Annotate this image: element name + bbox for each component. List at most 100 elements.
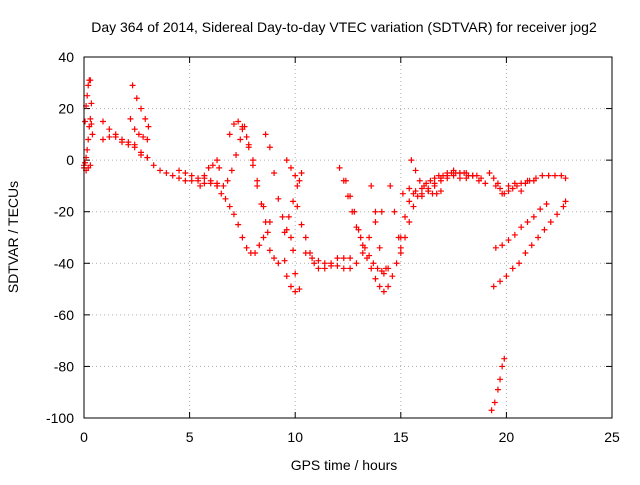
data-point (456, 175, 463, 182)
data-point (342, 177, 349, 184)
data-point (505, 237, 512, 244)
data-point (522, 249, 529, 256)
data-point (235, 118, 242, 125)
data-series-s2 (82, 77, 94, 125)
plot-frame (83, 56, 613, 419)
data-point (475, 177, 482, 184)
data-point (425, 185, 432, 192)
data-point (370, 260, 377, 267)
data-point (140, 133, 147, 140)
data-point (497, 185, 504, 192)
data-point (505, 182, 512, 189)
data-series-s10 (214, 182, 271, 256)
data-point (138, 149, 145, 156)
data-point (347, 265, 354, 272)
x-tick-label: 25 (604, 429, 620, 445)
data-point (252, 249, 259, 256)
data-point (142, 115, 149, 122)
data-point (205, 164, 212, 171)
data-point (444, 170, 451, 177)
data-point (271, 170, 278, 177)
data-point (311, 260, 318, 267)
data-point (406, 198, 413, 205)
data-point (499, 363, 506, 370)
data-point (509, 265, 516, 272)
data-point (84, 92, 91, 99)
x-tick-label: 15 (393, 429, 409, 445)
data-point (499, 190, 506, 197)
data-point (560, 203, 567, 210)
data-point (264, 229, 271, 236)
data-point (490, 175, 497, 182)
data-point (433, 190, 440, 197)
data-point (359, 249, 366, 256)
data-point (402, 234, 409, 241)
data-point (347, 255, 354, 262)
data-series-s32 (488, 355, 508, 414)
data-point (366, 234, 373, 241)
data-point (157, 167, 164, 174)
data-point (106, 133, 113, 140)
data-point (494, 386, 501, 393)
data-point (368, 182, 375, 189)
y-tick-label: -80 (54, 358, 74, 374)
data-point (82, 118, 89, 125)
data-point (503, 273, 510, 280)
data-series-s28 (499, 177, 537, 197)
data-point (138, 105, 145, 112)
data-point (266, 247, 273, 254)
data-point (88, 121, 95, 128)
data-point (271, 255, 278, 262)
data-series-s7 (127, 115, 151, 143)
data-point (188, 177, 195, 184)
data-point (539, 172, 546, 179)
data-point (347, 193, 354, 200)
data-point (490, 283, 497, 290)
data-point (530, 213, 537, 220)
x-tick-label: 10 (287, 429, 303, 445)
data-point (228, 167, 235, 174)
data-point (541, 226, 548, 233)
data-point (491, 399, 498, 406)
data-point (287, 234, 294, 241)
data-point (393, 260, 400, 267)
data-point (372, 208, 379, 215)
data-point (399, 190, 406, 197)
data-series-s13 (266, 247, 288, 267)
data-point (85, 82, 92, 89)
data-point (292, 172, 299, 179)
data-point (372, 275, 379, 282)
data-point (530, 177, 537, 184)
data-point (554, 211, 561, 218)
data-point (562, 198, 569, 205)
data-series-s15 (283, 157, 303, 184)
data-point (218, 190, 225, 197)
data-point (275, 260, 282, 267)
data-point (256, 242, 263, 249)
data-point (230, 211, 237, 218)
data-point (551, 172, 558, 179)
x-axis-label: GPS time / hours (291, 457, 398, 473)
data-point (309, 255, 316, 262)
data-point (298, 170, 305, 177)
x-tick-label: 20 (499, 429, 515, 445)
data-series-s9 (197, 157, 223, 189)
data-point (321, 265, 328, 272)
ticks (83, 56, 613, 419)
data-point (182, 170, 189, 177)
data-point (201, 180, 208, 187)
data-point (340, 255, 347, 262)
data-point (355, 226, 362, 233)
data-point (380, 270, 387, 277)
data-point (144, 136, 151, 143)
data-point (220, 182, 227, 189)
data-series-s6 (129, 82, 152, 130)
data-point (176, 167, 183, 174)
data-point (406, 185, 413, 192)
data-point (509, 185, 516, 192)
data-point (463, 170, 470, 177)
data-point (119, 136, 126, 143)
data-point (133, 95, 140, 102)
data-point (378, 208, 385, 215)
data-series-s5 (100, 133, 221, 189)
